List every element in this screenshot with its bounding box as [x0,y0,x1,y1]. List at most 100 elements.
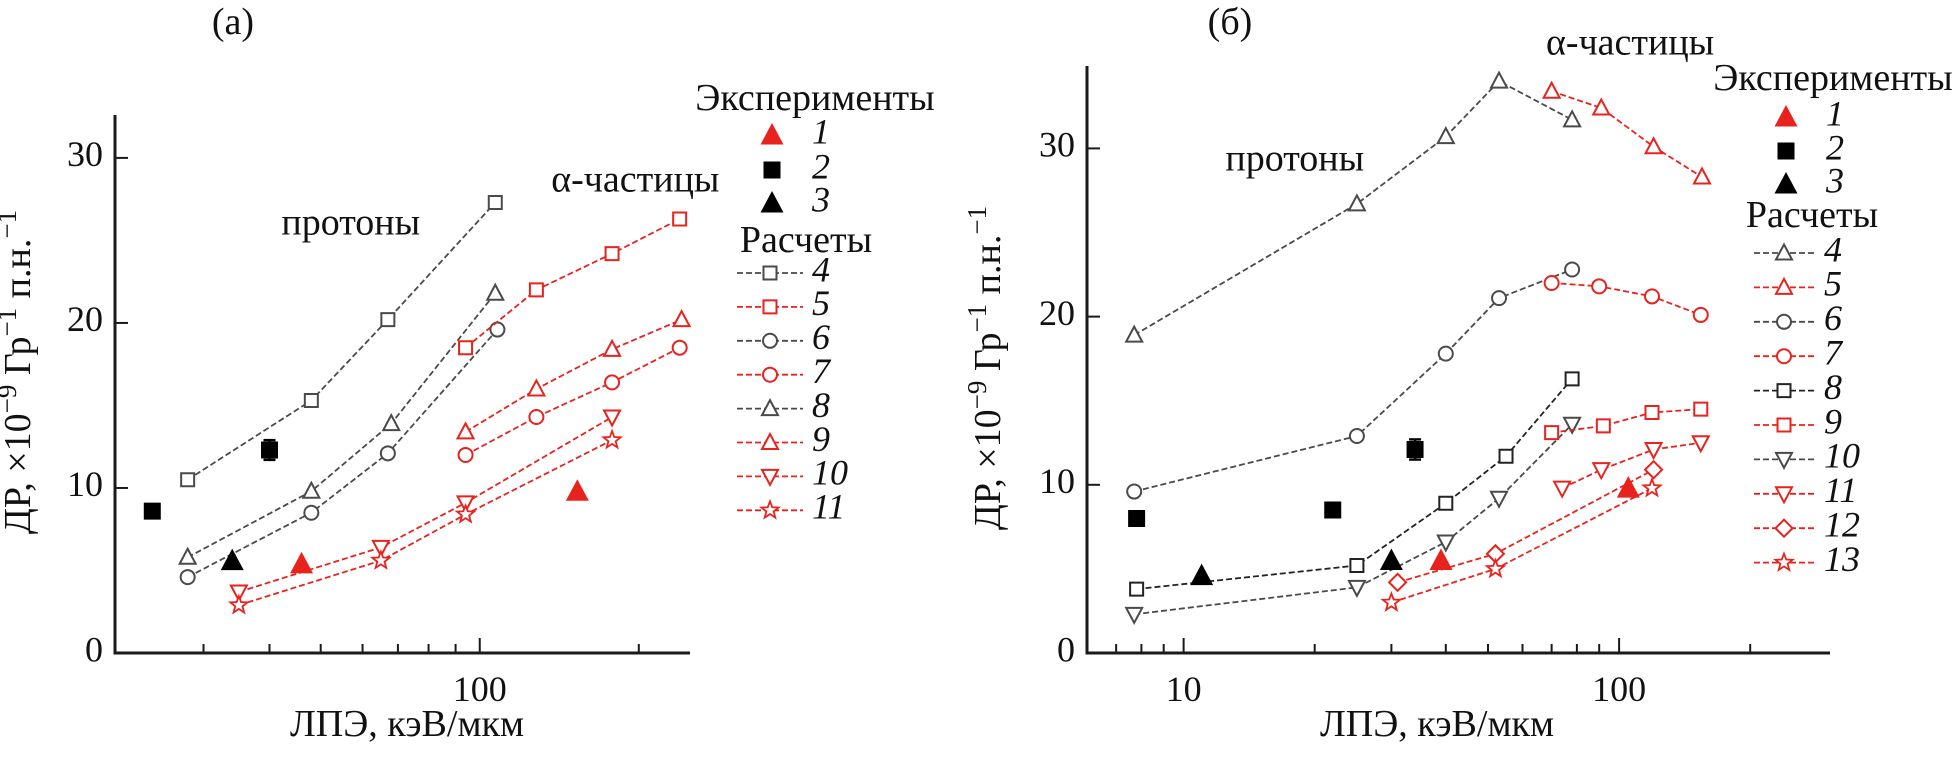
legend-item-2: 2 [763,146,830,186]
axis-frame [1085,66,1830,655]
annotation-protons-label: протоны [1225,138,1364,180]
series-11-point-0 [1552,480,1572,499]
series-8-point-3 [485,282,505,301]
panel-a-series-7 [457,339,688,463]
panel-a-series-2 [143,438,279,520]
panel-a-label: (а) [212,1,254,43]
x-tick-label-10: 10 [1166,669,1202,709]
panel-b-series-10 [1124,416,1582,625]
series-8-line [1136,378,1573,590]
series-7-line [465,346,681,456]
legend-label-6: 6 [812,317,830,357]
legend-marker-9 [760,431,780,450]
panel-a-axes [113,115,690,655]
series-1-point-1 [565,479,589,501]
series-13-point-0 [1380,590,1403,612]
annotation-alpha-particles-label: α-частицы [551,158,719,200]
panel-b-label: (б) [1208,1,1253,43]
panel-a-series-9 [455,309,692,440]
series-11-point-0 [227,593,250,615]
legend-marker-3 [760,191,784,213]
y-tick-label-20: 20 [1039,293,1075,333]
series-5-line [465,218,681,349]
legend-marker-8 [760,397,780,417]
series-7-line [1551,282,1702,316]
series-2-point-2 [1406,440,1424,458]
legend-marker-2 [1777,142,1795,160]
legend-label-12: 12 [1824,504,1860,544]
legend-item-13: 13 [1754,539,1860,579]
panel-b-series-7 [1543,274,1709,323]
series-5-point-1 [1591,97,1611,116]
series-4-point-2 [380,312,396,328]
series-12-point-2 [1643,459,1664,480]
series-10-point-1 [1347,579,1367,599]
legend-label-4: 4 [1824,229,1842,269]
axis-frame [113,115,690,655]
legend-item-2: 2 [1777,127,1844,167]
series-11-point-3 [1691,435,1711,454]
legend-label-2: 2 [812,146,830,186]
legend-item-7: 7 [737,351,832,391]
series-7-point-3 [1692,306,1709,323]
legend-label-8: 8 [812,385,830,425]
series-8-line [187,292,497,559]
panel-a-series-10 [229,409,622,603]
legend-marker-8 [1776,383,1792,399]
series-4-point-0 [1124,324,1144,343]
series-10-point-0 [1124,606,1144,625]
series-9-point-2 [1644,404,1660,420]
series-9-point-1 [526,378,547,397]
y-tick-label-20: 20 [67,299,103,339]
legend-marker-1 [760,123,784,145]
series-8-point-0 [177,546,198,565]
series-10-point-2 [1436,534,1456,553]
panel-b-series-8 [1129,371,1580,597]
panel-b-series-9 [1544,401,1709,441]
series-11-line [1561,441,1701,490]
series-6-point-0 [179,569,196,586]
y-axis-title: ДР, ×10−9​ Гр−1​ п.н.−1​ [962,206,1009,530]
legend-label-7: 7 [812,351,832,391]
panel-a-x-axis [202,638,640,653]
panel-a-series-4 [180,194,503,488]
legend-label-1: 1 [812,111,830,151]
series-5-point-2 [604,246,620,262]
legend-label-1: 1 [1826,93,1844,133]
series-5-point-3 [1692,166,1712,185]
y-tick-label-10: 10 [1039,461,1075,501]
legend-label-6: 6 [1824,298,1842,338]
series-8-point-2 [1438,495,1454,511]
series-5-point-3 [672,211,688,227]
series-12-point-0 [1387,572,1408,593]
annotation-alpha-particles-label: α-частицы [1546,22,1714,64]
series-11-point-2 [454,502,477,524]
panel-a-series-3 [220,548,244,571]
series-1-point-0 [290,551,314,574]
legend-label-10: 10 [812,453,848,493]
panel-b-series-3 [1190,548,1403,586]
series-11-point-3 [601,428,624,450]
series-8-point-0 [1129,581,1145,597]
legend-item-3: 3 [760,179,830,219]
series-8-point-2 [381,412,401,432]
series-9-line [1551,408,1701,434]
series-6-point-2 [1437,345,1454,362]
panel-a-series-1 [290,479,589,574]
series-7-point-2 [1643,288,1660,305]
series-5-point-0 [1541,80,1562,99]
series-6-point-2 [379,445,396,462]
series-10-point-4 [1562,416,1582,435]
legend-marker-6 [1776,313,1792,330]
panel-b-series-11 [1552,435,1711,499]
series-9-line [465,318,682,433]
series-7-point-1 [528,409,545,426]
series-4-point-1 [303,393,319,409]
panel-b-series-4 [1124,70,1582,343]
series-2-point-1 [261,441,279,459]
panel-b-series-6 [1126,261,1581,500]
legend-label-7: 7 [1824,332,1844,372]
series-3-point-1 [1379,548,1403,570]
series-9-point-0 [455,421,476,440]
